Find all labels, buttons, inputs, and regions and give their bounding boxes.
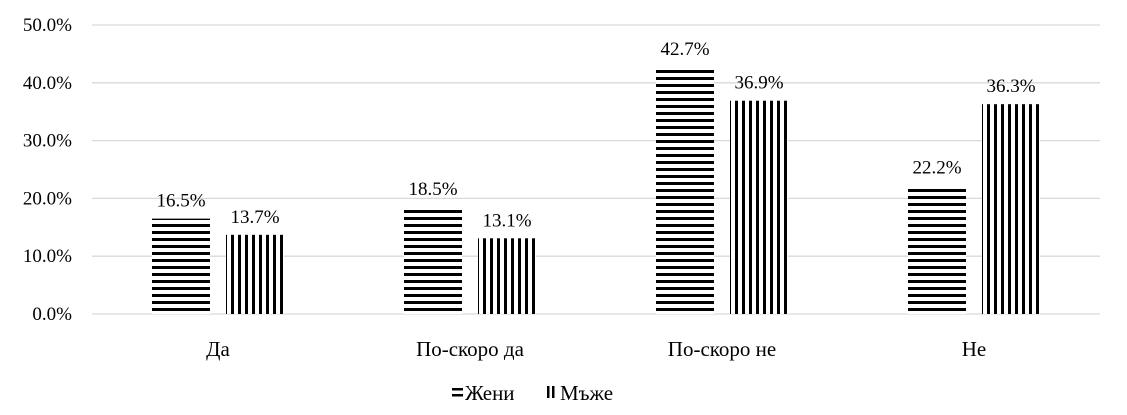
x-axis-tick-labels: Да По-скоро да По-скоро не Не xyxy=(206,337,986,361)
y-tick-label: 30.0% xyxy=(23,131,72,152)
legend-label: Мъже xyxy=(560,381,613,405)
legend: Жени Мъже xyxy=(452,381,613,405)
legend-item-women: Жени xyxy=(452,381,515,405)
data-label: 42.7% xyxy=(660,39,709,60)
data-label: 16.5% xyxy=(156,191,205,212)
bars xyxy=(152,67,1040,314)
data-label: 13.1% xyxy=(482,210,531,231)
bar-men-1 xyxy=(478,238,536,314)
bar-women-2 xyxy=(656,67,714,314)
y-tick-label: 10.0% xyxy=(23,246,72,267)
x-tick-label: По-скоро да xyxy=(416,337,525,361)
data-label: 13.7% xyxy=(230,207,279,228)
data-labels: 16.5% 13.7% 18.5% 13.1% 42.7% 36.9% 22.2% 36.3% xyxy=(156,39,1035,231)
y-tick-label: 0.0% xyxy=(32,304,72,325)
legend-swatch-women xyxy=(452,388,463,397)
data-label: 36.9% xyxy=(734,73,783,94)
bar-men-2 xyxy=(730,100,788,314)
y-tick-label: 40.0% xyxy=(23,73,72,94)
data-label: 22.2% xyxy=(912,158,961,179)
data-label: 36.3% xyxy=(986,76,1035,97)
y-tick-label: 20.0% xyxy=(23,188,72,209)
x-tick-label: Да xyxy=(206,337,230,361)
legend-item-men: Мъже xyxy=(547,381,613,405)
y-tick-label: 50.0% xyxy=(23,15,72,36)
legend-label: Жени xyxy=(465,381,515,405)
bar-men-3 xyxy=(982,104,1040,314)
bar-women-3 xyxy=(908,185,966,314)
bar-men-0 xyxy=(226,234,284,314)
data-label: 18.5% xyxy=(408,179,457,200)
bar-women-0 xyxy=(152,218,210,314)
bar-women-1 xyxy=(404,207,462,314)
x-tick-label: Не xyxy=(962,337,987,361)
legend-swatch-men xyxy=(547,386,555,398)
x-tick-label: По-скоро не xyxy=(668,337,776,361)
y-axis-tick-labels: 0.0% 10.0% 20.0% 30.0% 40.0% 50.0% xyxy=(23,15,72,325)
